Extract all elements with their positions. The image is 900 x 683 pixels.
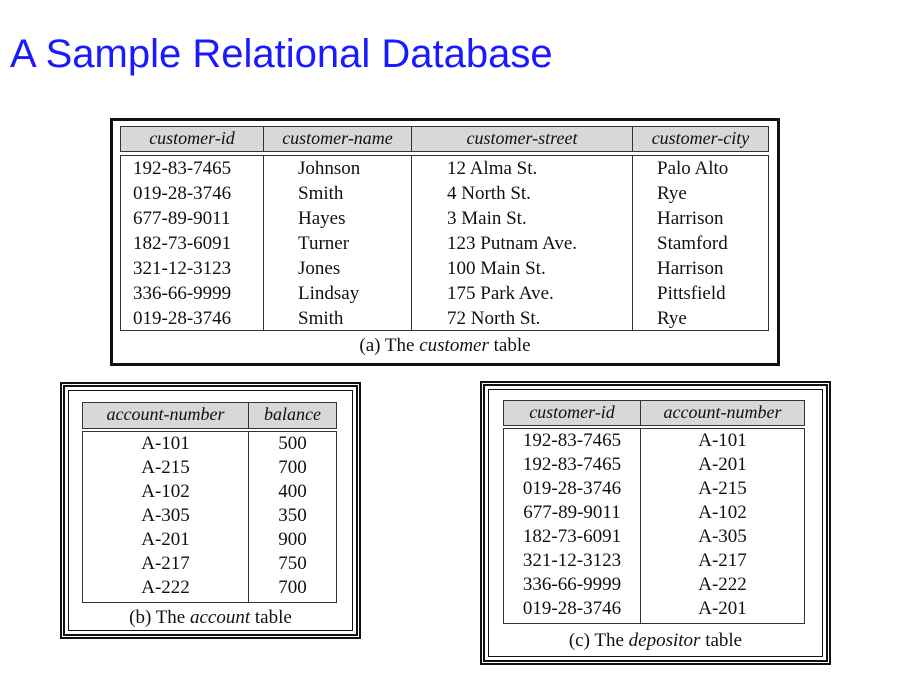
table-cell: A-102	[141, 481, 190, 502]
table-cell: 321-12-3123	[522, 550, 622, 571]
column-customer-city: Palo Alto Rye Harrison Stamford Harrison…	[632, 156, 768, 330]
table-cell: Lindsay	[298, 283, 360, 304]
table-cell: A-305	[141, 505, 190, 526]
table-cell: 100 Main St.	[447, 258, 546, 279]
table-cell: A-305	[698, 526, 747, 547]
table-cell: Smith	[298, 183, 344, 204]
table-cell: 750	[278, 553, 307, 574]
depositor-table-body: 192-83-7465 192-83-7465 019-28-3746 677-…	[503, 428, 805, 624]
table-cell: 192-83-7465	[522, 454, 622, 475]
account-table-body: A-101 A-215 A-102 A-305 A-201 A-217 A-22…	[82, 431, 337, 603]
table-cell: A-201	[698, 454, 747, 475]
table-cell: Smith	[298, 308, 344, 329]
customer-table-figure: customer-id customer-name customer-stree…	[110, 118, 780, 366]
depositor-table-figure: customer-id account-number 192-83-7465 1…	[480, 381, 831, 665]
caption-suffix: table	[700, 630, 743, 651]
depositor-table-header: customer-id account-number	[503, 400, 805, 426]
table-cell: 182-73-6091	[133, 233, 232, 254]
column-balance: 500 700 400 350 900 750 700	[248, 432, 336, 602]
table-cell: Pittsfield	[657, 283, 726, 304]
table-cell: A-215	[698, 478, 747, 499]
table-cell: 336-66-9999	[522, 574, 622, 595]
table-cell: Hayes	[298, 208, 346, 229]
table-cell: Turner	[298, 233, 350, 254]
account-table-figure: account-number balance A-101 A-215 A-102…	[60, 382, 361, 639]
column-header-customer-city: customer-city	[632, 127, 768, 151]
table-cell: Palo Alto	[657, 158, 729, 179]
table-cell: 3 Main St.	[447, 208, 527, 229]
table-cell: 700	[278, 577, 307, 598]
table-cell: 336-66-9999	[133, 283, 232, 304]
column-header-account-number: account-number	[640, 401, 804, 425]
table-cell: 677-89-9011	[133, 208, 231, 229]
column-header-customer-id: customer-id	[529, 402, 615, 422]
column-header-customer-id: customer-id	[149, 128, 235, 148]
table-cell: 500	[278, 433, 307, 454]
caption-prefix: (b) The	[129, 607, 190, 628]
column-header-balance: balance	[248, 403, 336, 428]
customer-table-header: customer-id customer-name customer-stree…	[120, 126, 769, 152]
table-cell: 019-28-3746	[133, 308, 232, 329]
table-cell: Rye	[657, 308, 687, 329]
table-cell: 192-83-7465	[133, 158, 232, 179]
table-cell: 019-28-3746	[522, 478, 622, 499]
table-cell: A-215	[141, 457, 190, 478]
table-cell: A-222	[141, 577, 190, 598]
table-cell: 019-28-3746	[133, 183, 232, 204]
table-cell: A-222	[698, 574, 747, 595]
caption-suffix: table	[250, 607, 292, 628]
table-cell: 019-28-3746	[522, 598, 622, 619]
column-header-account-number: account-number	[106, 404, 225, 424]
table-cell: Johnson	[298, 158, 361, 179]
table-cell: A-217	[141, 553, 190, 574]
table-cell: 700	[278, 457, 307, 478]
caption-emphasis: account	[190, 607, 251, 628]
column-customer-id: 192-83-7465 192-83-7465 019-28-3746 677-…	[504, 429, 640, 623]
account-table-header: account-number balance	[82, 402, 337, 429]
table-cell: A-201	[698, 598, 747, 619]
caption-prefix: (a) The	[359, 335, 420, 356]
column-account-number: A-101 A-215 A-102 A-305 A-201 A-217 A-22…	[83, 432, 248, 602]
table-cell: 400	[278, 481, 307, 502]
table-cell: 321-12-3123	[133, 258, 232, 279]
table-cell: Harrison	[657, 258, 724, 279]
table-cell: 677-89-9011	[523, 502, 621, 523]
column-customer-street: 12 Alma St. 4 North St. 3 Main St. 123 P…	[411, 156, 632, 330]
table-cell: 192-83-7465	[522, 430, 622, 451]
column-header-customer-street: customer-street	[411, 127, 632, 151]
column-account-number: A-101 A-201 A-215 A-102 A-305 A-217 A-22…	[640, 429, 804, 623]
depositor-table-caption: (c) The depositor table	[489, 630, 822, 652]
customer-table-caption: (a) The customer table	[113, 335, 777, 357]
table-cell: 182-73-6091	[522, 526, 622, 547]
table-cell: Jones	[298, 258, 341, 279]
caption-emphasis: customer	[419, 335, 489, 356]
caption-prefix: (c) The	[568, 630, 629, 651]
table-cell: Harrison	[657, 208, 724, 229]
caption-suffix: table	[488, 335, 531, 356]
slide-title: A Sample Relational Database	[10, 32, 553, 76]
table-cell: 175 Park Ave.	[447, 283, 554, 304]
table-cell: 350	[278, 505, 307, 526]
account-table-caption: (b) The account table	[69, 607, 352, 629]
table-cell: A-102	[698, 502, 747, 523]
column-header-customer-name: customer-name	[263, 127, 411, 151]
table-cell: A-201	[141, 529, 190, 550]
table-cell: A-101	[141, 433, 190, 454]
table-cell: 900	[278, 529, 307, 550]
column-customer-name: Johnson Smith Hayes Turner Jones Lindsay…	[263, 156, 411, 330]
table-cell: 4 North St.	[447, 183, 531, 204]
table-cell: 123 Putnam Ave.	[447, 233, 578, 254]
customer-table-body: 192-83-7465 019-28-3746 677-89-9011 182-…	[120, 155, 769, 331]
column-customer-id: 192-83-7465 019-28-3746 677-89-9011 182-…	[121, 156, 263, 330]
table-cell: 12 Alma St.	[447, 158, 538, 179]
table-cell: Rye	[657, 183, 687, 204]
table-cell: 72 North St.	[447, 308, 541, 329]
table-cell: A-217	[698, 550, 747, 571]
table-cell: A-101	[698, 430, 747, 451]
caption-emphasis: depositor	[628, 630, 701, 651]
table-cell: Stamford	[657, 233, 728, 254]
